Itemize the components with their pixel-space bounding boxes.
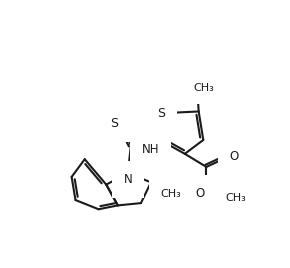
Text: O: O [229,150,239,163]
Text: NH: NH [142,143,159,157]
Text: CH₃: CH₃ [225,193,246,203]
Text: N: N [124,173,132,186]
Text: S: S [110,117,118,129]
Text: CH₃: CH₃ [193,83,214,93]
Text: CH₃: CH₃ [161,189,181,199]
Text: O: O [195,187,205,200]
Text: S: S [157,106,165,120]
